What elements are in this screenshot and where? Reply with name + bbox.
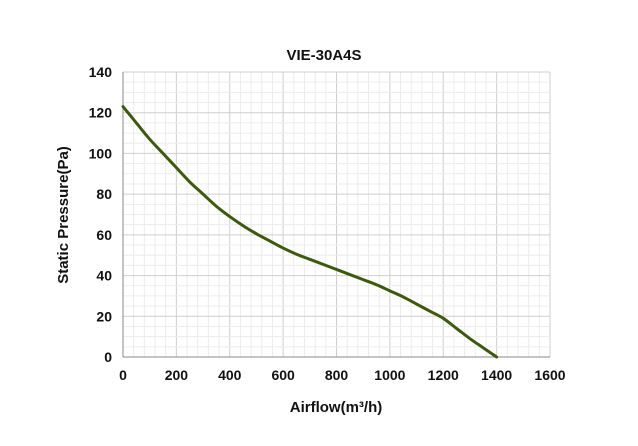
x-tick-label: 1600 bbox=[534, 367, 565, 383]
y-tick-label: 100 bbox=[89, 145, 113, 161]
tick-labels: 0 200 400 600 800 1000 1200 1400 1600 0 20 40 60 80 10… bbox=[89, 64, 566, 383]
chart-title: VIE-30A4S bbox=[286, 47, 361, 64]
y-tick-label: 20 bbox=[96, 308, 112, 324]
x-tick-label: 1000 bbox=[374, 367, 405, 383]
x-tick-label: 400 bbox=[218, 367, 242, 383]
y-tick-label: 120 bbox=[89, 105, 113, 121]
x-tick-label: 200 bbox=[165, 367, 189, 383]
x-tick-label: 1400 bbox=[481, 367, 512, 383]
x-tick-label: 1200 bbox=[428, 367, 459, 383]
y-tick-label: 0 bbox=[104, 349, 112, 365]
y-axis-label: Static Pressure(Pa) bbox=[55, 146, 72, 284]
x-tick-label: 600 bbox=[271, 367, 295, 383]
series-line bbox=[121, 105, 499, 359]
x-tick-label: 800 bbox=[325, 367, 349, 383]
x-tick-label: 0 bbox=[119, 367, 127, 383]
y-tick-label: 140 bbox=[89, 64, 113, 80]
y-tick-label: 80 bbox=[96, 186, 112, 202]
x-axis-label: Airflow(m³/h) bbox=[290, 399, 382, 416]
axes bbox=[122, 72, 550, 358]
series-layer bbox=[121, 105, 499, 359]
y-tick-label: 40 bbox=[96, 268, 112, 284]
grid bbox=[122, 71, 551, 358]
y-tick-label: 60 bbox=[96, 227, 112, 243]
